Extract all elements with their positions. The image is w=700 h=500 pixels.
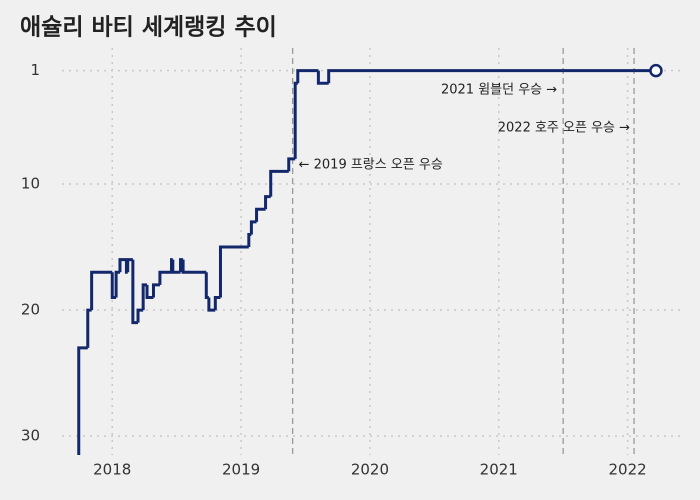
end-marker	[649, 63, 663, 78]
step-segment	[141, 283, 148, 311]
x-tick-label: 2021	[480, 461, 518, 479]
step-segment	[145, 284, 154, 299]
annotation-label: 2022 호주 오픈 우승 →	[498, 121, 630, 136]
step-segment	[249, 220, 257, 235]
step-segment	[316, 70, 329, 85]
y-tick-label: 1	[30, 61, 40, 79]
x-tick-label: 2019	[222, 461, 260, 479]
step-segment	[131, 259, 139, 325]
annotation-label: ← 2019 프랑스 오픈 우승	[299, 158, 443, 173]
x-tick-label: 2018	[93, 461, 131, 479]
step-segment	[287, 157, 296, 172]
step-segment	[136, 308, 144, 323]
step-segment	[218, 245, 249, 298]
step-segment	[77, 346, 88, 455]
step-segment	[204, 272, 209, 299]
x-tick-label: 2022	[609, 461, 647, 479]
y-tick-label: 10	[21, 175, 40, 193]
step-segment	[293, 81, 298, 159]
step-segment	[255, 207, 266, 222]
annotation-label: 2021 윔블던 우승 →	[441, 82, 557, 98]
chart-title: 애슐리 바티 세계랭킹 추이	[20, 15, 277, 41]
step-segment	[269, 169, 289, 197]
step-segment	[171, 259, 181, 274]
step-segment	[126, 258, 133, 273]
step-segment	[264, 195, 271, 210]
y-tick-label: 20	[21, 301, 40, 319]
x-tick-label: 2020	[351, 461, 389, 479]
step-segment	[213, 295, 221, 311]
step-segment	[151, 283, 160, 298]
step-segment	[296, 69, 319, 84]
step-segment	[158, 270, 172, 285]
step-segment	[90, 270, 113, 311]
y-tick-label: 30	[21, 427, 40, 445]
step-segment	[114, 270, 120, 298]
step-segment	[207, 297, 216, 312]
step-segment	[86, 308, 92, 348]
step-segment	[118, 258, 127, 273]
step-segment	[181, 259, 207, 274]
step-segment	[327, 69, 656, 84]
